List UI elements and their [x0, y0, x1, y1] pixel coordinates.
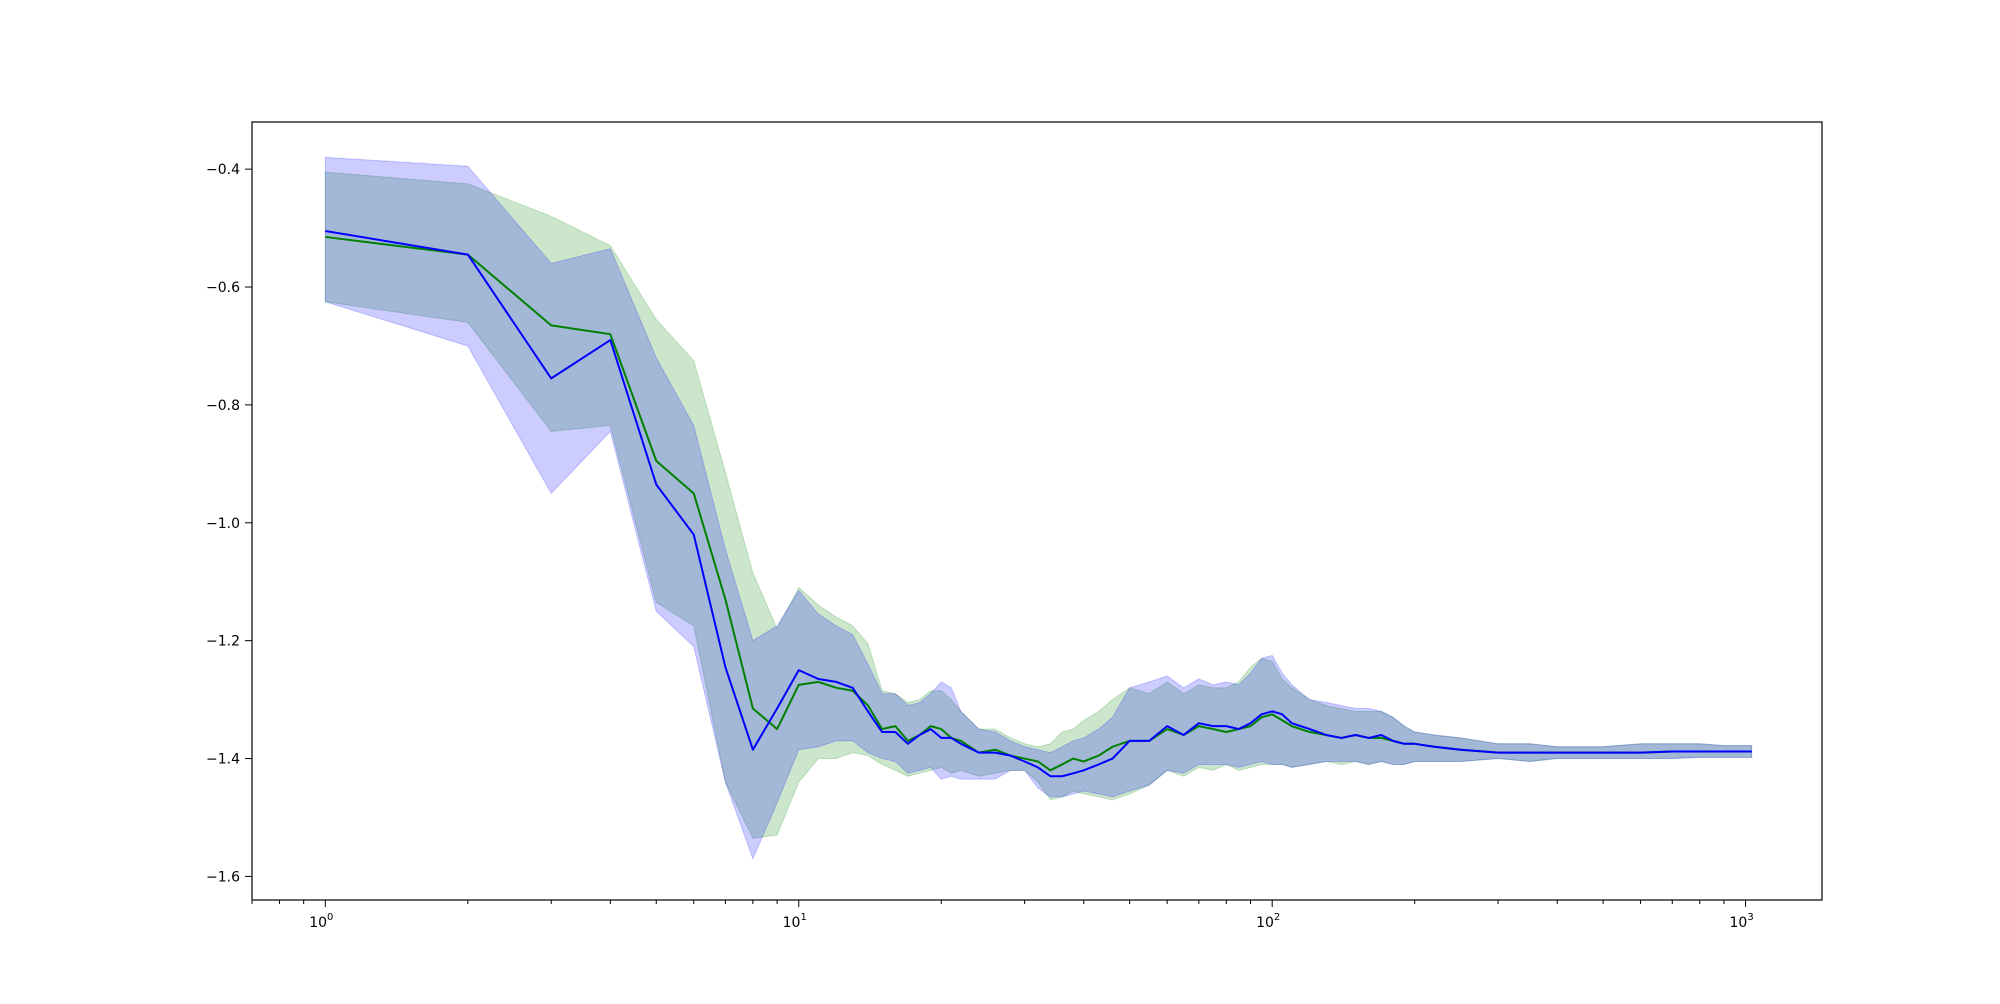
y-tick-label: −1.4	[206, 752, 240, 768]
y-tick-label: −0.6	[206, 280, 240, 296]
y-axis-ticks: −0.4 −0.6 −0.8 −1.0 −1.2 −1.4 −1.6	[206, 162, 252, 885]
x-tick-label: 103	[1730, 912, 1754, 931]
x-tick-label: 101	[783, 912, 807, 931]
x-axis-ticks: 100 101 102 103	[251, 900, 1754, 931]
series-1-band	[324, 156, 1753, 861]
y-tick-label: −1.2	[206, 634, 240, 650]
y-tick-label: −0.8	[206, 398, 240, 414]
x-tick-label: 100	[309, 912, 333, 931]
y-tick-label: −1.6	[206, 869, 240, 885]
series-1-line	[325, 230, 1752, 778]
series-lines	[325, 230, 1752, 778]
y-tick-label: −0.4	[206, 162, 240, 178]
x-tick-label: 102	[1256, 912, 1280, 931]
y-tick-label: −1.0	[206, 516, 240, 532]
plot-area-frame	[251, 121, 1823, 901]
series-0-band	[324, 171, 1753, 839]
confidence-bands	[324, 156, 1753, 861]
